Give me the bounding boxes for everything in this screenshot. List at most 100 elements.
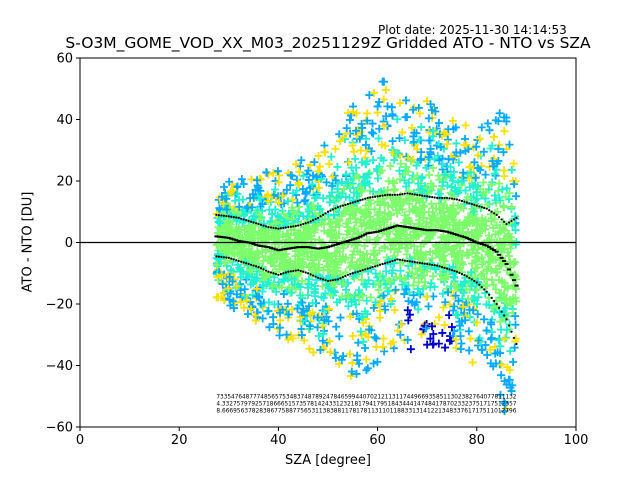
std-marker [374,265,377,268]
scatter-point [489,280,498,289]
std-marker [485,207,488,210]
std-marker [369,196,372,199]
std-marker [475,281,478,284]
scatter-point [495,262,504,271]
std-marker [416,193,419,196]
std-marker [460,272,464,276]
scatter-point [402,112,411,121]
mean-marker [469,239,474,242]
scatter-point [395,175,404,184]
std-marker [498,216,501,219]
scatter-point [472,142,481,151]
std-marker [237,216,240,219]
scatter-point [213,272,222,281]
std-marker [460,199,464,203]
mean-marker [219,235,224,238]
scatter-point [400,176,409,185]
scatter-point [349,207,358,216]
mean-marker [301,246,306,249]
scatter-point [500,127,509,136]
std-marker [490,210,493,213]
std-marker [254,265,258,268]
scatter-point [452,310,461,319]
scatter-point [284,230,293,239]
mean-marker [288,247,293,250]
std-marker [381,194,384,197]
scatter-point [316,345,325,354]
scatter-point [351,154,360,163]
scatter-point [441,274,450,283]
scatter-point [375,97,384,106]
scatter-point [402,163,411,172]
scatter-point [494,336,503,345]
std-marker [403,259,406,262]
scatter-point [275,265,284,274]
scatter-point [461,121,470,130]
scatter-point [379,291,388,300]
std-marker [470,202,473,206]
std-marker [262,268,265,271]
scatter-point [497,240,506,249]
std-marker [354,271,357,274]
scatter-point [414,254,423,263]
scatter-point [397,227,406,236]
scatter-point [344,178,353,187]
scatter-point [263,190,272,199]
scatter-point [375,313,384,322]
scatter-point [312,172,321,181]
scatter-point [496,317,505,326]
std-marker [309,220,312,223]
x-tick-label: 40 [270,433,287,448]
mean-marker [293,246,298,249]
y-tick-label: −60 [46,421,73,436]
scatter-point [298,276,307,285]
mean-marker [430,229,435,232]
scatter-point [473,254,482,263]
scatter-point [225,295,234,304]
std-marker [507,221,511,224]
scatter-point [456,203,465,212]
scatter-point [255,210,264,219]
scatter-point [403,306,412,315]
mean-marker [390,226,395,229]
mean-marker [440,229,445,232]
scatter-point [457,258,466,267]
scatter-point [304,207,313,216]
scatter-point [246,298,255,307]
scatter-point [226,289,235,298]
scatter-point [483,236,492,245]
scatter-point [483,200,492,209]
mean-marker [326,246,330,249]
scatter-point [290,265,299,274]
scatter-point [342,124,351,133]
scatter-point [426,144,435,153]
scatter-point [237,247,246,256]
mean-marker [264,245,268,248]
std-marker [242,261,245,264]
scatter-point [457,176,466,185]
scatter-point [275,323,284,332]
scatter-point [352,369,361,378]
scatter-point [454,296,463,305]
scatter-point [446,163,455,172]
scatter-point [424,153,433,162]
std-marker [507,324,511,327]
scatter-point [423,340,432,349]
std-marker [259,267,263,270]
scatter-point [335,130,344,139]
scatter-point [414,278,423,287]
std-marker [284,271,287,274]
scatter-point [488,141,497,150]
scatter-point [241,257,250,266]
scatter-point [347,367,356,376]
scatter-point [495,109,504,118]
mean-marker [296,246,301,249]
scatter-point [510,343,519,352]
scatter-point [247,305,256,314]
scatter-point [388,137,397,146]
scatter-point [221,223,230,232]
scatter-point [331,353,340,362]
mean-marker [492,249,497,252]
scatter-point [398,205,407,214]
scatter-point [501,192,510,201]
